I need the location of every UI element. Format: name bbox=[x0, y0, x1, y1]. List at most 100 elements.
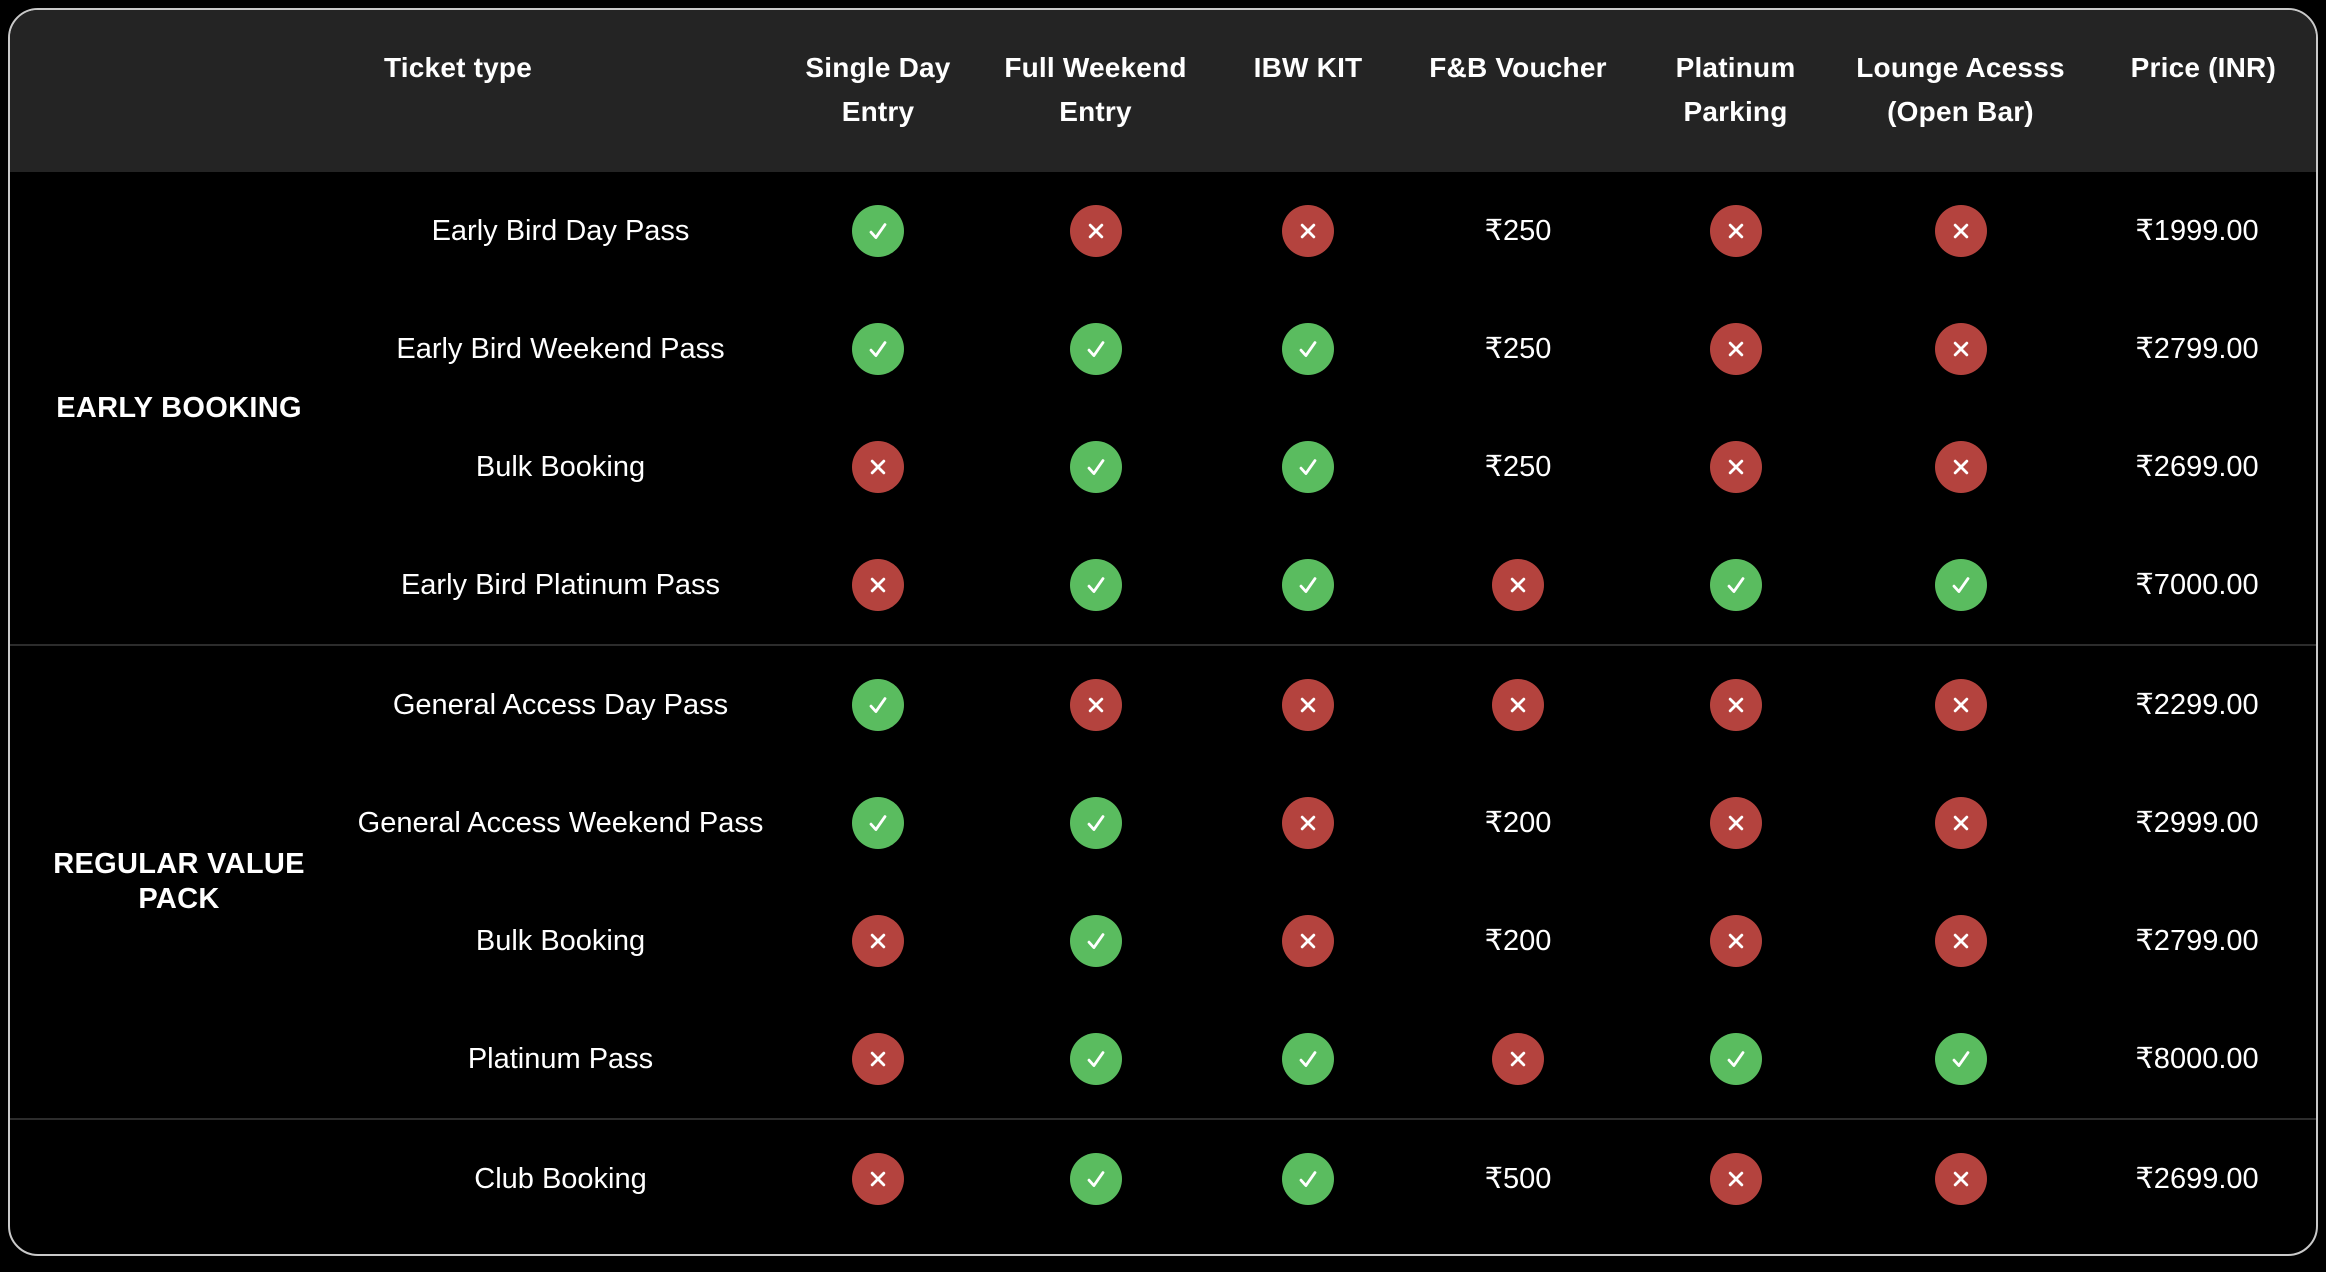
feature-excluded-cell bbox=[1628, 882, 1843, 1000]
feature-included-cell bbox=[773, 645, 983, 764]
ticket-name: Early Bird Platinum Pass bbox=[400, 568, 721, 601]
cross-icon bbox=[1709, 441, 1762, 493]
price-value: ₹2799.00 bbox=[2135, 924, 2259, 957]
ticket-name: Platinum Pass bbox=[467, 1042, 654, 1075]
cross-icon bbox=[1709, 205, 1762, 257]
ticket-name: Early Bird Weekend Pass bbox=[396, 332, 725, 365]
check-icon bbox=[1282, 1033, 1334, 1085]
check-icon bbox=[1282, 323, 1334, 375]
price-value: ₹2999.00 bbox=[2135, 806, 2259, 839]
cross-icon bbox=[1709, 915, 1762, 967]
cross-icon bbox=[1709, 1153, 1762, 1205]
section-label bbox=[10, 1119, 348, 1238]
ticket-name: General Access Day Pass bbox=[392, 688, 729, 721]
check-icon bbox=[852, 205, 904, 257]
voucher-amount-cell: ₹500 bbox=[1408, 1119, 1628, 1238]
check-icon bbox=[1069, 441, 1122, 493]
column-header-full-weekend-entry: Full Weekend Entry bbox=[1004, 52, 1187, 127]
cross-icon bbox=[1934, 1153, 1987, 1205]
section-regular-value-pack: REGULAR VALUE PACK General Access Day Pas… bbox=[10, 645, 2316, 1119]
feature-excluded-cell bbox=[1208, 645, 1408, 764]
check-icon bbox=[1069, 1153, 1122, 1205]
price-value: ₹2299.00 bbox=[2135, 688, 2259, 721]
check-icon bbox=[1709, 559, 1762, 611]
feature-excluded-cell bbox=[1208, 882, 1408, 1000]
column-header-lounge-access: Lounge Acesss (Open Bar) bbox=[1856, 52, 2065, 127]
check-icon bbox=[1069, 915, 1122, 967]
feature-excluded-cell bbox=[1628, 764, 1843, 882]
feature-excluded-cell bbox=[1843, 882, 2078, 1000]
feature-excluded-cell bbox=[1408, 526, 1628, 645]
cross-icon bbox=[1492, 679, 1544, 731]
feature-included-cell bbox=[1843, 526, 2078, 645]
feature-excluded-cell bbox=[773, 1000, 983, 1119]
cross-icon bbox=[1069, 679, 1122, 731]
table-header: Ticket type Single Day Entry Full Weekend … bbox=[10, 10, 2316, 172]
price-value: ₹2799.00 bbox=[2135, 332, 2259, 365]
feature-excluded-cell bbox=[1628, 1119, 1843, 1238]
column-header-ibw-kit: IBW KIT bbox=[1253, 52, 1363, 83]
check-icon bbox=[1709, 1033, 1762, 1085]
feature-excluded-cell bbox=[983, 645, 1208, 764]
voucher-amount: ₹250 bbox=[1484, 332, 1552, 365]
table-row: General Access Weekend Pass ₹200 ₹2999.00 bbox=[10, 764, 2316, 882]
voucher-amount: ₹250 bbox=[1484, 450, 1552, 483]
check-icon bbox=[1282, 1153, 1334, 1205]
check-icon bbox=[1282, 559, 1334, 611]
feature-excluded-cell bbox=[1843, 1119, 2078, 1238]
check-icon bbox=[852, 679, 904, 731]
ticket-name: Bulk Booking bbox=[475, 924, 646, 957]
feature-included-cell bbox=[1208, 290, 1408, 408]
feature-included-cell bbox=[1208, 1000, 1408, 1119]
voucher-amount-cell: ₹200 bbox=[1408, 882, 1628, 1000]
column-header-platinum-parking: Platinum Parking bbox=[1675, 52, 1796, 127]
feature-excluded-cell bbox=[1208, 172, 1408, 290]
ticket-name: Bulk Booking bbox=[475, 450, 646, 483]
voucher-amount: ₹500 bbox=[1484, 1162, 1552, 1195]
table-row: REGULAR VALUE PACK General Access Day Pas… bbox=[10, 645, 2316, 915]
check-icon bbox=[1934, 1033, 1987, 1085]
voucher-amount-cell: ₹200 bbox=[1408, 764, 1628, 882]
feature-excluded-cell bbox=[1408, 1000, 1628, 1119]
feature-excluded-cell bbox=[773, 526, 983, 645]
table-row: EARLY BOOKING Early Bird Day Pass ₹250 ₹199… bbox=[10, 172, 2316, 424]
check-icon bbox=[852, 797, 904, 849]
price-value: ₹1999.00 bbox=[2135, 214, 2259, 247]
voucher-amount: ₹200 bbox=[1484, 924, 1552, 957]
feature-included-cell bbox=[983, 882, 1208, 1000]
ticket-name: Early Bird Day Pass bbox=[431, 214, 690, 247]
section-label: EARLY BOOKING bbox=[56, 391, 302, 424]
feature-included-cell bbox=[983, 1000, 1208, 1119]
voucher-amount-cell: ₹250 bbox=[1408, 408, 1628, 526]
cross-icon bbox=[1069, 205, 1122, 257]
feature-included-cell bbox=[773, 290, 983, 408]
section-unlabeled: Club Booking ₹500 ₹2699.00 bbox=[10, 1119, 2316, 1238]
cross-icon bbox=[1709, 323, 1762, 375]
cross-icon bbox=[1709, 679, 1762, 731]
feature-excluded-cell bbox=[773, 882, 983, 1000]
cross-icon bbox=[1934, 797, 1987, 849]
feature-included-cell bbox=[773, 172, 983, 290]
feature-included-cell bbox=[983, 290, 1208, 408]
feature-included-cell bbox=[983, 408, 1208, 526]
feature-included-cell bbox=[1843, 1000, 2078, 1119]
check-icon bbox=[1069, 323, 1122, 375]
cross-icon bbox=[1282, 679, 1334, 731]
ticket-name: Club Booking bbox=[474, 1162, 647, 1195]
column-header-section bbox=[10, 10, 348, 172]
check-icon bbox=[1282, 441, 1334, 493]
feature-excluded-cell bbox=[1843, 172, 2078, 290]
feature-excluded-cell bbox=[1628, 172, 1843, 290]
cross-icon bbox=[1934, 323, 1987, 375]
price-value: ₹2699.00 bbox=[2135, 450, 2259, 483]
cross-icon bbox=[1492, 559, 1544, 611]
cross-icon bbox=[1282, 797, 1334, 849]
voucher-amount: ₹250 bbox=[1484, 214, 1552, 247]
price-value: ₹8000.00 bbox=[2135, 1042, 2259, 1075]
feature-excluded-cell bbox=[1628, 290, 1843, 408]
feature-excluded-cell bbox=[773, 1119, 983, 1238]
feature-excluded-cell bbox=[1843, 645, 2078, 764]
column-header-fb-voucher: F&B Voucher bbox=[1429, 52, 1607, 83]
cross-icon bbox=[1934, 915, 1987, 967]
feature-excluded-cell bbox=[983, 172, 1208, 290]
